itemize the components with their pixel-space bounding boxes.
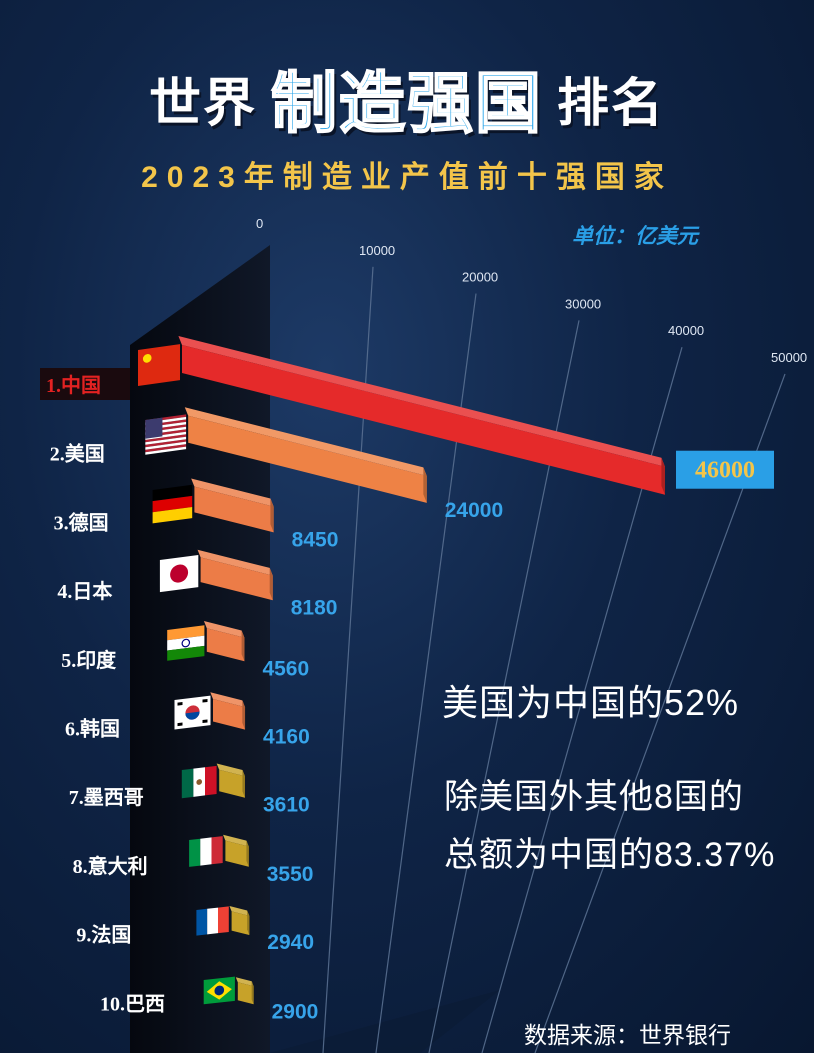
- value-label: 2940: [267, 931, 314, 954]
- bar-top-face: [235, 977, 254, 987]
- title-row: 世界 制造强国 排名: [0, 48, 814, 148]
- value-label: 4160: [263, 726, 310, 749]
- bar-top-face: [184, 407, 427, 476]
- bar-front-face: [225, 840, 249, 867]
- bar-end-face: [423, 467, 427, 503]
- bar-top-face: [191, 478, 274, 507]
- bar-top-face: [203, 621, 245, 638]
- bar: [203, 621, 245, 662]
- bar: [235, 977, 254, 1005]
- bar-front-face: [219, 769, 245, 798]
- category-label: 9.法国: [76, 923, 131, 947]
- chart-subtitle: 2023年制造业产值前十强国家: [141, 161, 673, 194]
- x-tick-label: 30000: [565, 296, 601, 311]
- value-label: 24000: [445, 499, 503, 522]
- value-label-box: [676, 450, 774, 489]
- chart-floor: [130, 990, 500, 1053]
- value-label: 3610: [263, 794, 310, 817]
- unit-label: 单位：亿美元: [572, 225, 698, 248]
- value-label: 4560: [262, 657, 309, 680]
- bar: [184, 407, 427, 503]
- title-right: 排名: [557, 74, 666, 133]
- france-flag-icon: [196, 906, 229, 936]
- value-label: 3550: [267, 863, 314, 886]
- value-label: 46000: [695, 458, 755, 484]
- bar: [178, 336, 665, 495]
- bar-front-face: [188, 415, 427, 503]
- bar-top-face: [197, 549, 273, 576]
- germany-flag-icon: [152, 484, 193, 524]
- category-label: 10.巴西: [100, 993, 165, 1015]
- china-flag-icon: [138, 344, 180, 386]
- bar-front-face: [237, 982, 254, 1005]
- bar: [210, 692, 246, 730]
- category-label: 8.意大利: [73, 854, 148, 878]
- category-label: 3.德国: [54, 510, 109, 534]
- bar-end-face: [242, 700, 246, 730]
- bar-top-face: [210, 692, 246, 708]
- title-left: 世界: [148, 74, 257, 133]
- bar-front-face: [200, 557, 273, 601]
- x-tick-label: 10000: [359, 243, 395, 258]
- japan-flag-icon: [159, 555, 199, 593]
- bar-top-face: [178, 336, 665, 467]
- title-highlight: 制造强国: [270, 65, 543, 141]
- bar-top-face: [229, 906, 250, 916]
- bar-end-face: [251, 981, 254, 1005]
- bar-end-face: [241, 630, 245, 662]
- x-tick-label: 0: [256, 216, 263, 231]
- category-label: 2.美国: [50, 442, 105, 466]
- x-tick-label: 50000: [771, 350, 807, 365]
- bar-front-face: [194, 486, 274, 533]
- value-label: 8180: [291, 596, 338, 619]
- bar-end-face: [246, 840, 249, 867]
- category-label: 1.中国: [46, 373, 101, 397]
- x-tick-label: 40000: [668, 323, 704, 338]
- bar-front-face: [231, 911, 250, 936]
- note-others-ratio: 除美国外其他8国的 总额为中国的83.37%: [444, 768, 814, 884]
- bar-top-face: [216, 763, 245, 777]
- bar-end-face: [661, 457, 665, 495]
- bar: [229, 906, 250, 936]
- note-usa-ratio: 美国为中国的52%: [442, 682, 740, 723]
- category-label: 7.墨西哥: [69, 786, 144, 809]
- category-label: 6.韩国: [65, 717, 120, 741]
- south-korea-flag-icon: [174, 695, 211, 730]
- bar-top-face: [223, 834, 249, 847]
- bar-end-face: [247, 910, 250, 936]
- bar-end-face: [269, 567, 273, 601]
- italy-flag-icon: [189, 836, 223, 867]
- value-label: 2900: [272, 1000, 319, 1023]
- category-label: 4.日本: [57, 580, 112, 603]
- bar: [216, 763, 245, 798]
- bar-front-face: [206, 628, 245, 662]
- mexico-flag-icon: [181, 765, 217, 799]
- bar-front-face: [182, 345, 665, 495]
- usa-flag-icon: [145, 414, 187, 455]
- bar-front-face: [213, 699, 246, 730]
- value-label: 8450: [292, 528, 339, 551]
- bar: [191, 478, 274, 533]
- bar: [197, 549, 273, 601]
- note-others-line1: 除美国外其他8国的: [444, 778, 744, 816]
- brazil-flag-icon: [203, 976, 235, 1005]
- note-others-line2: 总额为中国的83.37%: [444, 836, 776, 874]
- india-flag-icon: [167, 625, 205, 661]
- x-tick-label: 20000: [462, 270, 498, 285]
- data-source: 数据来源：世界银行: [524, 1022, 731, 1048]
- category-label: 5.印度: [61, 648, 117, 672]
- bar-end-face: [270, 498, 274, 533]
- bar-end-face: [242, 769, 245, 798]
- rank-highlight: [40, 368, 130, 400]
- bar: [223, 834, 249, 867]
